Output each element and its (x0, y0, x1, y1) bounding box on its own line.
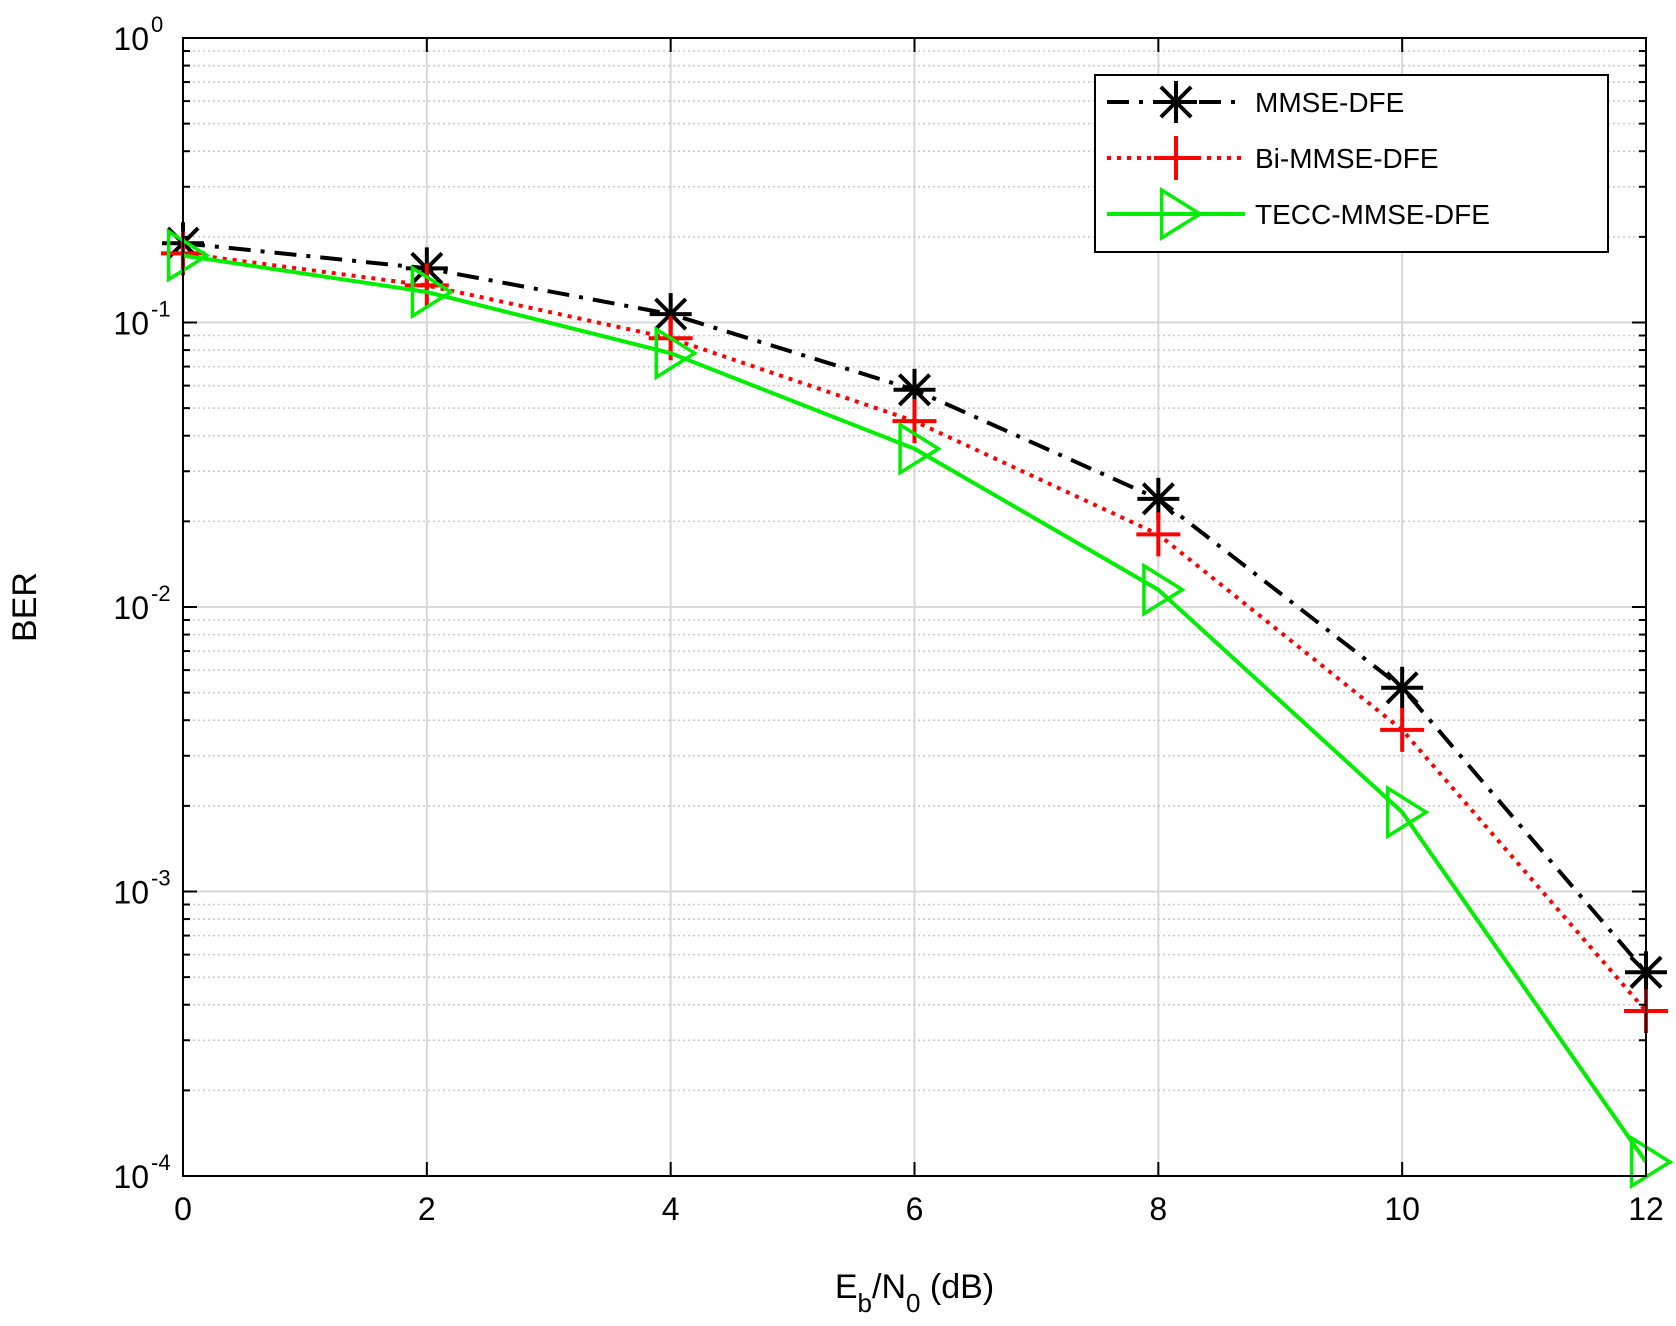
marker-asterisk-stroke (654, 297, 688, 331)
data-point (410, 264, 455, 320)
data-point (1629, 1134, 1674, 1190)
data-point (1137, 477, 1180, 520)
y-tick-label: 10 (113, 590, 149, 626)
legend-item: TECC-MMSE-DFE (1107, 186, 1490, 242)
marker-triangle-right-outline (654, 326, 698, 381)
marker-triangle-right-outline (1386, 785, 1430, 840)
marker-asterisk-stroke (1385, 671, 1419, 705)
legend: MMSE-DFE Bi-MMSE-DFE TECC-MMSE-DFE (1094, 74, 1609, 253)
legend-marker-triangle-right-outline (1159, 186, 1204, 242)
data-point (166, 228, 211, 283)
legend-label: MMSE-DFE (1255, 87, 1404, 118)
x-tick-label: 2 (418, 1191, 436, 1227)
x-axis-label-tail: (dB) (920, 1268, 994, 1306)
data-point (1142, 562, 1186, 617)
x-tick-label: 4 (662, 1191, 680, 1227)
x-tick-label: 6 (906, 1191, 924, 1227)
legend-item: MMSE-DFE (1107, 81, 1404, 123)
marker-asterisk-stroke (897, 373, 932, 407)
data-point (1380, 707, 1425, 752)
x-axis-label-sub2: 0 (906, 1288, 920, 1318)
series-line (182, 253, 1648, 1164)
marker-triangle-right-outline (1629, 1134, 1674, 1190)
x-axis-label: Eb/N0 (dB) (835, 1268, 994, 1318)
marker-asterisk-stroke (1141, 482, 1175, 516)
x-axis-label-mid: /N (872, 1268, 906, 1306)
data-point (892, 399, 937, 444)
legend-label: TECC-MMSE-DFE (1255, 199, 1490, 230)
legend-item: Bi-MMSE-DFE (1107, 136, 1439, 180)
series-tecc-mmse-dfe (166, 228, 1674, 1190)
marker-triangle-right-outline (898, 421, 942, 476)
y-tick-label: 10 (113, 1159, 149, 1195)
y-axis-label: BER (6, 572, 44, 642)
data-point (1136, 512, 1181, 557)
data-point (898, 421, 942, 476)
x-tick-label: 10 (1384, 1191, 1420, 1227)
y-tick-exponent: 0 (151, 12, 163, 37)
data-point (1381, 666, 1424, 709)
legend-marker-asterisk-stroke (1159, 85, 1193, 119)
marker-triangle-right-outline (166, 228, 211, 283)
y-tick-label: 10 (113, 306, 149, 342)
axis-ticks (182, 37, 1647, 1177)
x-axis-label-main: E (835, 1268, 858, 1306)
y-tick-exponent: -1 (151, 297, 171, 322)
legend-label: Bi-MMSE-DFE (1255, 143, 1439, 174)
marker-triangle-right-outline (1142, 562, 1186, 617)
data-point (649, 293, 692, 336)
x-tick-label: 12 (1628, 1191, 1664, 1227)
y-tick-exponent: -4 (151, 1150, 171, 1175)
y-tick-exponent: -2 (151, 581, 171, 606)
marker-triangle-right-outline (410, 264, 455, 320)
y-tick-label: 10 (113, 21, 149, 57)
y-tick-exponent: -3 (151, 866, 171, 891)
x-tick-label: 0 (174, 1191, 192, 1227)
data-point (654, 326, 698, 381)
series-layer (161, 222, 1674, 1190)
x-axis-label-sub1: b (858, 1288, 872, 1318)
y-tick-label: 10 (113, 875, 149, 911)
data-point (1386, 785, 1430, 840)
x-tick-label: 8 (1149, 1191, 1167, 1227)
